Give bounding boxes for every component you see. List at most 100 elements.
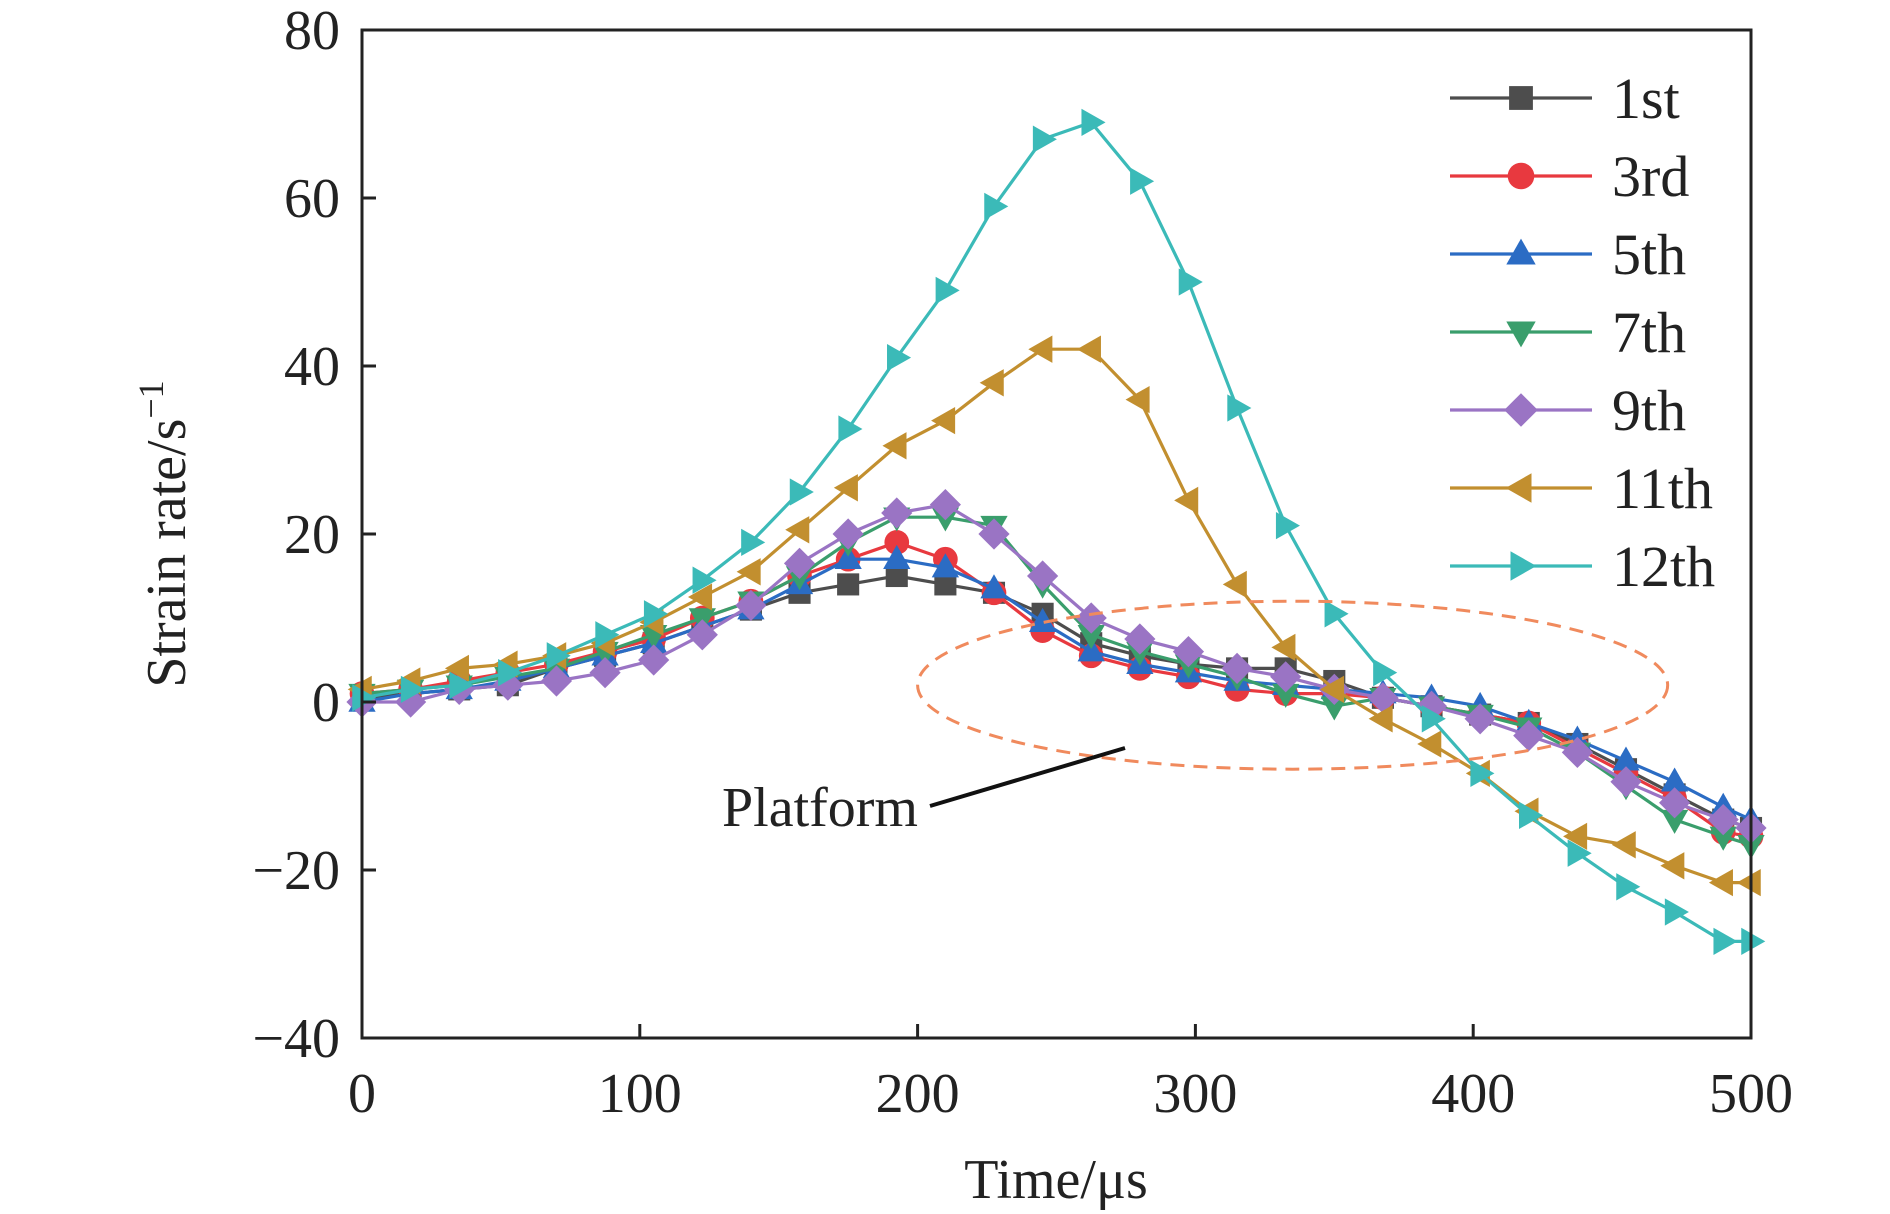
series-12th: [352, 108, 1766, 956]
series-12th-point: [449, 671, 474, 699]
platform-leader-line: [929, 746, 1126, 808]
series-12th-point: [1081, 108, 1106, 137]
series-12th-point: [692, 566, 717, 594]
series-11th-point: [1125, 385, 1150, 414]
x-axis-label: Time/μs: [964, 1149, 1148, 1211]
series-5th-point: [1612, 746, 1640, 771]
series-9th-point: [1172, 636, 1205, 668]
series-9th-point: [686, 619, 718, 651]
series-11th-point: [736, 558, 761, 586]
series-9th-point: [1221, 652, 1253, 684]
series-9th-point: [881, 497, 913, 529]
series-5th-point: [980, 574, 1008, 599]
y-tick-label: −20: [252, 840, 340, 902]
series-9th-point: [832, 518, 864, 550]
series-7th-point: [1320, 696, 1348, 721]
series-11th-point: [833, 474, 858, 502]
series-12th-point: [1519, 801, 1544, 830]
series-12th-point: [1130, 167, 1155, 195]
series-12th-point: [1616, 873, 1641, 901]
series-5th-point: [1660, 767, 1689, 792]
series-1st-point: [934, 573, 957, 596]
series-9th-point: [1270, 661, 1302, 693]
series-1st-line: [361, 574, 1752, 830]
series-12th-point: [838, 415, 863, 443]
series-1st: [350, 564, 1763, 840]
legend-marker: [1504, 393, 1538, 427]
legend-item-12th: 12th: [1450, 534, 1715, 599]
legend-marker: [1506, 321, 1536, 348]
legend-label: 9th: [1612, 378, 1686, 443]
legend-marker: [1509, 86, 1533, 110]
legend-label: 5th: [1612, 222, 1686, 287]
series-9th-point: [978, 518, 1010, 550]
legend-marker: [1505, 473, 1532, 503]
series-7th-point: [1660, 809, 1689, 834]
legend-item-5th: 5th: [1450, 222, 1686, 287]
series-12th-point: [935, 276, 960, 305]
legend-label: 11th: [1612, 456, 1713, 521]
series-11th-point: [444, 654, 469, 683]
series-7th-point: [1272, 683, 1300, 708]
series-11th-point: [688, 583, 713, 611]
series-9th-point: [1027, 560, 1059, 592]
legend-item-1st: 1st: [1450, 66, 1680, 131]
legend-marker: [1507, 162, 1535, 190]
series-11th-point: [1076, 335, 1101, 363]
series-11th-point: [1563, 822, 1588, 851]
x-tick-label: 400: [1431, 1063, 1515, 1125]
series-11th-point: [1028, 335, 1053, 363]
series-12th-point: [887, 343, 912, 372]
series-12th-point: [643, 600, 668, 628]
series-12th-point: [498, 658, 523, 687]
legend-label: 3rd: [1612, 144, 1689, 209]
x-tick-label: 100: [598, 1063, 682, 1125]
series-12th-point: [984, 192, 1009, 221]
series-11th-point: [1271, 633, 1296, 662]
series-12th-point: [741, 528, 766, 557]
series-11th-point: [1174, 486, 1199, 515]
x-tick-label: 200: [876, 1063, 960, 1125]
series-11th-point: [1660, 852, 1685, 880]
series-9th-point: [589, 657, 621, 689]
series-12th-point: [1373, 658, 1398, 687]
series-12th-point: [546, 642, 571, 670]
legend-item-11th: 11th: [1450, 456, 1713, 521]
legend-marker: [1506, 238, 1536, 265]
series-12th-point: [1421, 705, 1446, 733]
series-12th-point: [789, 478, 814, 506]
platform-ellipse: [916, 599, 1670, 771]
y-axis-label: Strain rate/s−1: [131, 380, 198, 687]
series-12th-point: [1741, 927, 1766, 956]
legend-item-3rd: 3rd: [1450, 144, 1689, 209]
y-tick-label: 0: [312, 672, 340, 734]
series-12th-point: [1275, 511, 1300, 540]
y-tick-label: 20: [284, 504, 340, 566]
series-12th-point: [352, 684, 377, 712]
series-7th-point: [1077, 625, 1105, 650]
series-9th-point: [492, 669, 524, 701]
series-1st-point: [885, 564, 908, 588]
y-axis-label-unit-exponent: −1: [131, 380, 171, 418]
axis-layer: 0 100 200 300 400 500 −40 −20 0 20 40 60 80: [252, 0, 1793, 1125]
y-tick-label: 80: [284, 0, 340, 62]
series-11th-point: [1708, 868, 1733, 897]
x-tick-label: 300: [1153, 1063, 1237, 1125]
y-tick-label: −40: [252, 1008, 340, 1070]
series-5th-point: [834, 544, 862, 569]
plot-frame: [360, 28, 1753, 1040]
series-9th-point: [1610, 766, 1642, 798]
series-12th-point: [1470, 759, 1495, 788]
series-11th-point: [1417, 730, 1442, 758]
series-12th-point: [400, 675, 425, 704]
series-11th-point: [1222, 570, 1247, 599]
legend-marker: [1510, 551, 1537, 581]
series-9th-point: [929, 489, 961, 521]
series-11th-point: [785, 516, 810, 544]
x-tick-label: 0: [348, 1063, 376, 1125]
x-tick-label: 500: [1709, 1063, 1793, 1125]
series-12th-point: [1324, 600, 1349, 628]
series-11th-point: [882, 432, 907, 460]
series-9th-point: [783, 547, 816, 579]
